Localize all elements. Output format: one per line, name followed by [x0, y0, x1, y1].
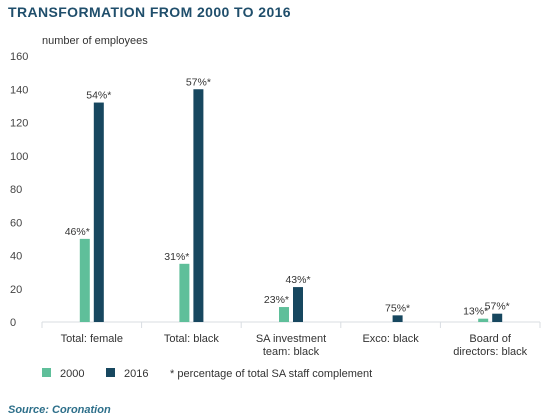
data-label: 57%* — [186, 76, 211, 88]
x-category-label: Board of — [469, 333, 512, 345]
bar-2000 — [179, 263, 190, 322]
y-tick-label: 20 — [10, 284, 22, 296]
y-tick-label: 120 — [10, 118, 28, 130]
legend-label-2016: 2016 — [124, 368, 148, 380]
bar-2016 — [492, 313, 503, 322]
legend-swatch-2016 — [106, 368, 115, 377]
data-label: 23%* — [264, 294, 289, 306]
y-tick-label: 80 — [10, 184, 22, 196]
bar-2016 — [293, 287, 303, 322]
y-tick-label: 40 — [10, 251, 22, 263]
x-category-label: SA investment — [256, 333, 326, 345]
chart-title: TRANSFORMATION FROM 2000 TO 2016 — [8, 4, 291, 20]
x-category-label: Exco: black — [362, 333, 419, 345]
data-label: 31%* — [164, 251, 189, 263]
data-label: 46%* — [65, 226, 90, 238]
source-note: Source: Coronation — [8, 404, 111, 416]
y-tick-label: 140 — [10, 84, 28, 96]
legend-footnote: * percentage of total SA staff complemen… — [170, 368, 372, 380]
x-category-label: Total: female — [61, 333, 123, 345]
bar-chart: number of employees 0 20 40 60 80 100 120 140 160… — [10, 35, 541, 380]
legend-label-2000: 2000 — [60, 368, 84, 380]
y-tick-label: 100 — [10, 151, 28, 163]
data-label: 13%* — [463, 306, 488, 318]
x-category-label: Total: black — [164, 333, 220, 345]
y-tick-label: 60 — [10, 217, 22, 229]
data-label: 75%* — [385, 302, 410, 314]
y-tick-label: 0 — [10, 317, 16, 329]
bar-2016 — [193, 89, 204, 322]
x-category-label: directors: black — [453, 346, 527, 358]
bar-2000 — [478, 318, 489, 322]
bar-2000 — [279, 307, 289, 322]
data-label: 54%* — [86, 90, 111, 102]
data-label: 57%* — [485, 301, 510, 313]
legend-swatch-2000 — [42, 368, 51, 377]
data-label: 43%* — [285, 274, 310, 286]
y-tick-label: 160 — [10, 51, 28, 63]
bar-2000 — [79, 238, 90, 322]
x-category-label: team: black — [263, 346, 320, 358]
bar-2016 — [392, 315, 403, 322]
y-axis-label: number of employees — [42, 35, 148, 47]
bar-2016 — [93, 102, 104, 322]
